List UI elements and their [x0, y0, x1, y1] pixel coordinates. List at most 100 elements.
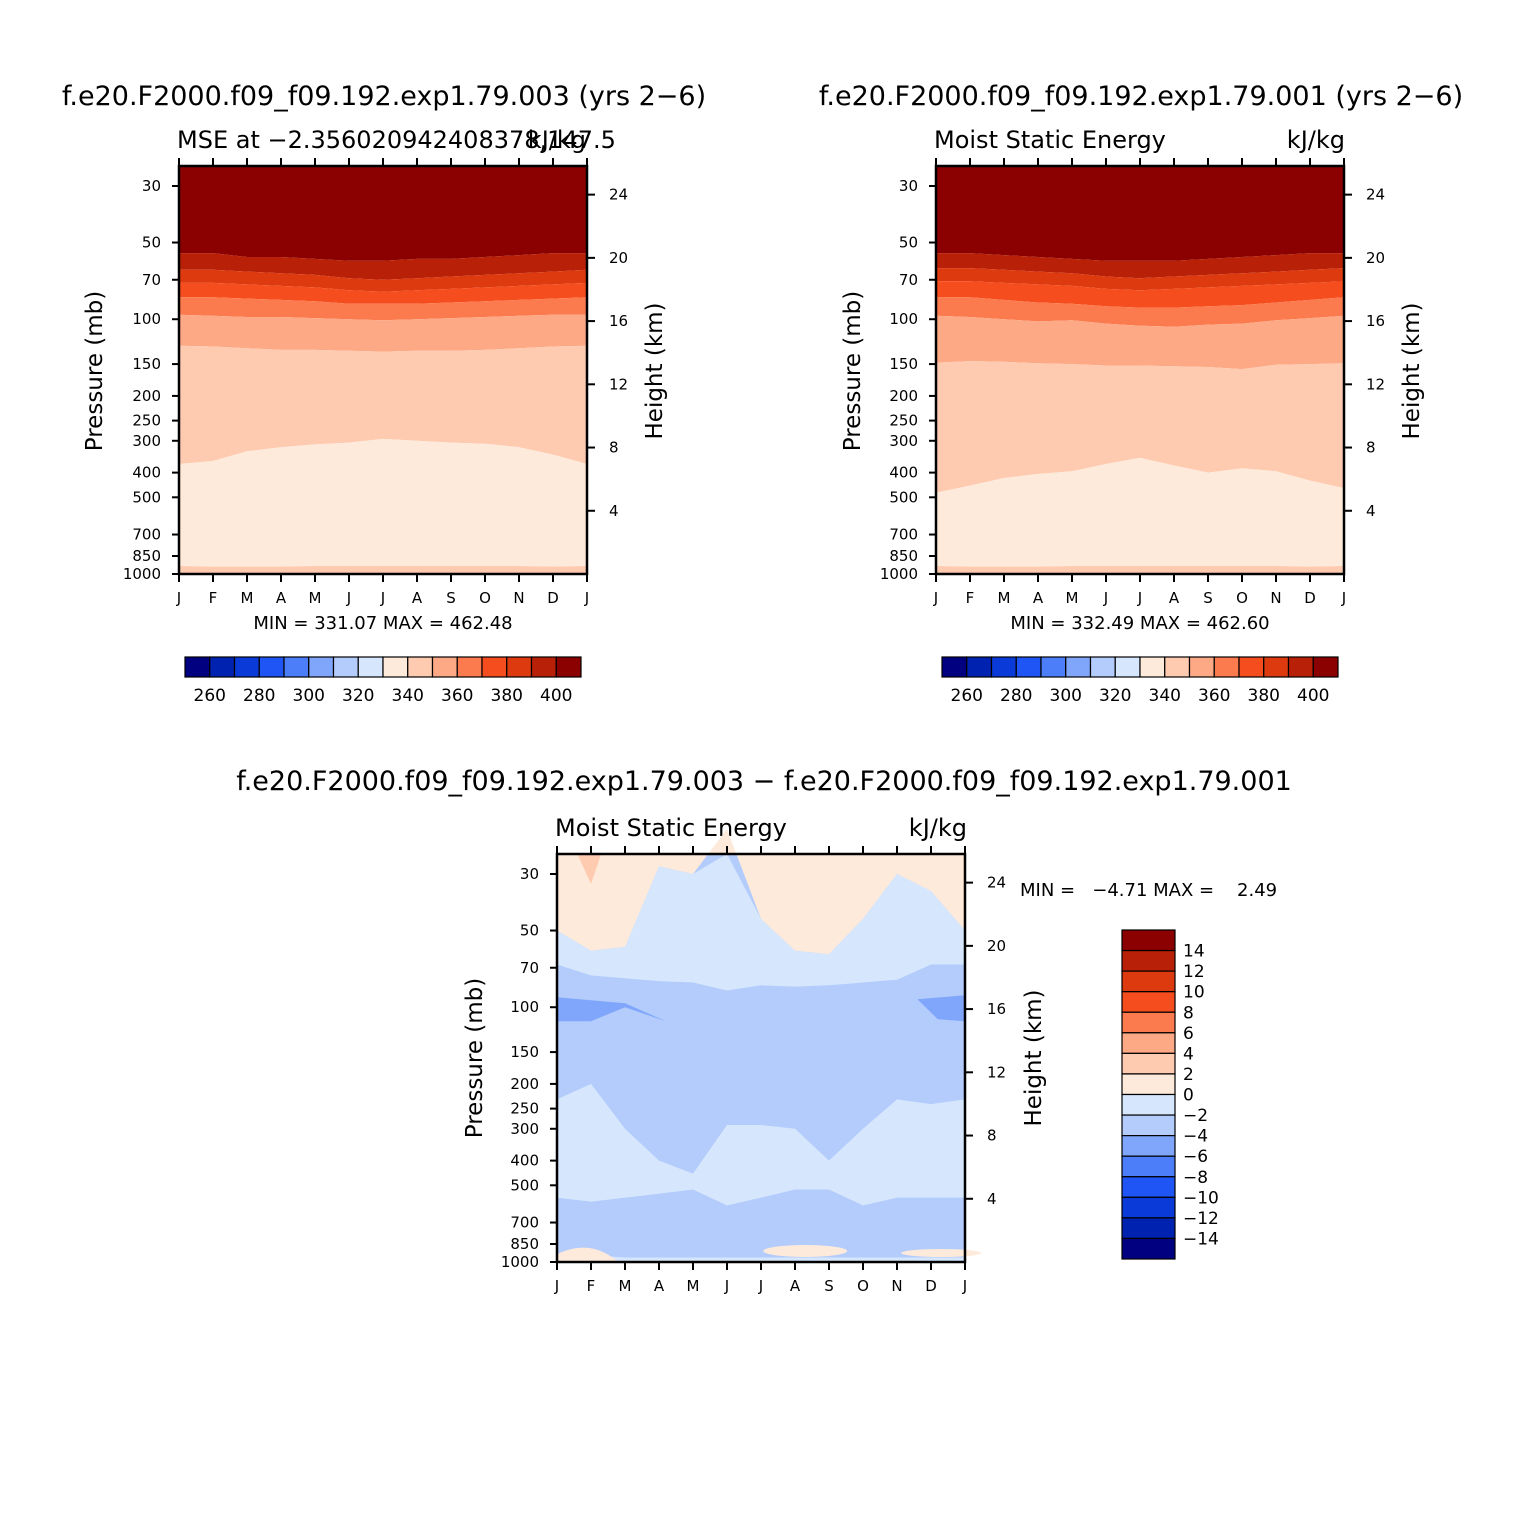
- diff-colorbar-box: [1121, 1176, 1176, 1198]
- diff-ytick-right-label: 4: [987, 1190, 997, 1208]
- left-contour-fill: [179, 314, 587, 352]
- diff-xtick-label: J: [554, 1277, 559, 1295]
- right-xtick-label: M: [1066, 589, 1079, 607]
- left-ytick-right-label: 12: [609, 375, 628, 393]
- diff-ytick-label: 30: [520, 865, 539, 883]
- diff-ytick-right-label: 20: [987, 937, 1006, 955]
- diff-colorbar-box: [1121, 991, 1176, 1013]
- diff-colorbar-label: −6: [1183, 1147, 1208, 1167]
- diff-colorbar-box: [1121, 1011, 1176, 1034]
- right-colorbar-box: [1287, 656, 1314, 678]
- left-colorbar-box: [332, 656, 359, 678]
- diff-ytick-label: 250: [510, 1100, 539, 1118]
- diff-colorbar-box: [1121, 1155, 1176, 1178]
- diff-contour-fill: [557, 854, 965, 991]
- diff-xtick-label: J: [724, 1277, 729, 1295]
- right-ytick-label: 200: [889, 387, 918, 405]
- diff-xtick-label: A: [654, 1277, 665, 1295]
- right-colorbar-box: [1015, 656, 1042, 678]
- diff-ytick-label: 300: [510, 1120, 539, 1138]
- left-xtick-label: M: [241, 589, 254, 607]
- right-xtick-label: M: [998, 589, 1011, 607]
- right-contour-fill: [936, 268, 1344, 291]
- right-colorbar-label: 340: [1149, 686, 1181, 706]
- right-ytick-label: 50: [899, 234, 918, 252]
- left-xtick-label: N: [513, 589, 524, 607]
- right-contour-fill: [936, 361, 1344, 493]
- diff-colorbar-box: [1121, 1073, 1176, 1096]
- left-ytick-right-label: 8: [609, 439, 619, 457]
- left-ytick-label: 1000: [123, 565, 161, 583]
- right-colorbar-label: 320: [1099, 686, 1131, 706]
- right-ytick-right-label: 12: [1366, 375, 1385, 393]
- diff-colorbar-box: [1121, 970, 1176, 993]
- diff-contour-fill: [557, 1189, 965, 1258]
- right-ytick-label: 850: [889, 547, 918, 565]
- diff-contour-fill: [557, 997, 666, 1022]
- diff-contour-fill: [557, 1247, 619, 1262]
- right-ytick-label: 400: [889, 464, 918, 482]
- right-ytick-label: 1000: [880, 565, 918, 583]
- left-colorbar-box: [530, 656, 557, 678]
- right-xtick-label: S: [1203, 589, 1213, 607]
- panel-diff: f.e20.F2000.f09_f09.192.exp1.79.003 − f.…: [236, 766, 1292, 1295]
- diff-xtick-label: F: [587, 1277, 596, 1295]
- right-contour-fill: [936, 566, 1344, 574]
- panel-right-colorbar: 260 280 300 320 340 360 380 400: [941, 656, 1339, 706]
- right-contour-fill: [936, 297, 1344, 327]
- right-colorbar-box: [941, 656, 968, 678]
- left-colorbar-box: [555, 656, 582, 678]
- left-colorbar-label: 360: [441, 686, 473, 706]
- right-colorbar-box: [1139, 656, 1166, 678]
- right-ytick-label: 250: [889, 412, 918, 430]
- right-xtick-label: J: [1341, 589, 1346, 607]
- diff-xtick-label: J: [962, 1277, 967, 1295]
- right-ytick-label: 30: [899, 177, 918, 195]
- panel-left-ylabel: Pressure (mb): [82, 291, 108, 451]
- panel-right-ylabel: Pressure (mb): [840, 291, 866, 451]
- right-colorbar-box: [1238, 656, 1265, 678]
- diff-ytick-label: 1000: [501, 1253, 539, 1271]
- diff-ytick-right-label: 24: [987, 874, 1006, 892]
- right-ytick-label: 500: [889, 488, 918, 506]
- left-ytick-right-label: 16: [609, 312, 628, 330]
- panel-diff-ylabel: Pressure (mb): [462, 978, 488, 1138]
- right-colorbar-label: 300: [1050, 686, 1082, 706]
- diff-contour-fill: [557, 829, 965, 955]
- diff-colorbar-label: −4: [1183, 1127, 1208, 1147]
- diff-ytick-label: 850: [510, 1235, 539, 1253]
- right-contour-fill: [936, 166, 1344, 261]
- right-contour-fill: [936, 315, 1344, 370]
- left-xtick-label: F: [209, 589, 218, 607]
- right-contour-fill: [936, 281, 1344, 308]
- diff-colorbar-label: −2: [1183, 1106, 1208, 1126]
- diff-ytick-label: 500: [510, 1176, 539, 1194]
- diff-xtick-label: A: [790, 1277, 801, 1295]
- right-ytick-label: 700: [889, 526, 918, 544]
- diff-colorbar-label: 8: [1183, 1003, 1194, 1023]
- left-colorbar-box: [209, 656, 236, 678]
- diff-colorbar-label: −12: [1183, 1209, 1219, 1229]
- right-colorbar-label: 380: [1248, 686, 1280, 706]
- right-xtick-label: F: [966, 589, 975, 607]
- diff-colorbar-label: −10: [1183, 1188, 1219, 1208]
- right-colorbar-box: [1089, 656, 1116, 678]
- right-colorbar-label: 400: [1297, 686, 1329, 706]
- left-contour-fill: [179, 253, 587, 280]
- left-colorbar-label: 400: [540, 686, 572, 706]
- right-contour-fill: [936, 457, 1344, 567]
- diff-xtick-label: S: [824, 1277, 834, 1295]
- left-ytick-label: 100: [132, 310, 161, 328]
- left-xtick-label: J: [380, 589, 385, 607]
- right-xtick-label: J: [933, 589, 938, 607]
- left-colorbar-box: [184, 656, 211, 678]
- right-colorbar-box: [1065, 656, 1092, 678]
- diff-colorbar-label: 2: [1183, 1065, 1194, 1085]
- panel-diff-ylabel-right: Height (km): [1021, 989, 1047, 1126]
- left-colorbar-box: [233, 656, 260, 678]
- right-colorbar-box: [1114, 656, 1141, 678]
- left-xtick-label: A: [412, 589, 423, 607]
- left-colorbar-box: [456, 656, 483, 678]
- diff-colorbar-label: −14: [1183, 1229, 1219, 1249]
